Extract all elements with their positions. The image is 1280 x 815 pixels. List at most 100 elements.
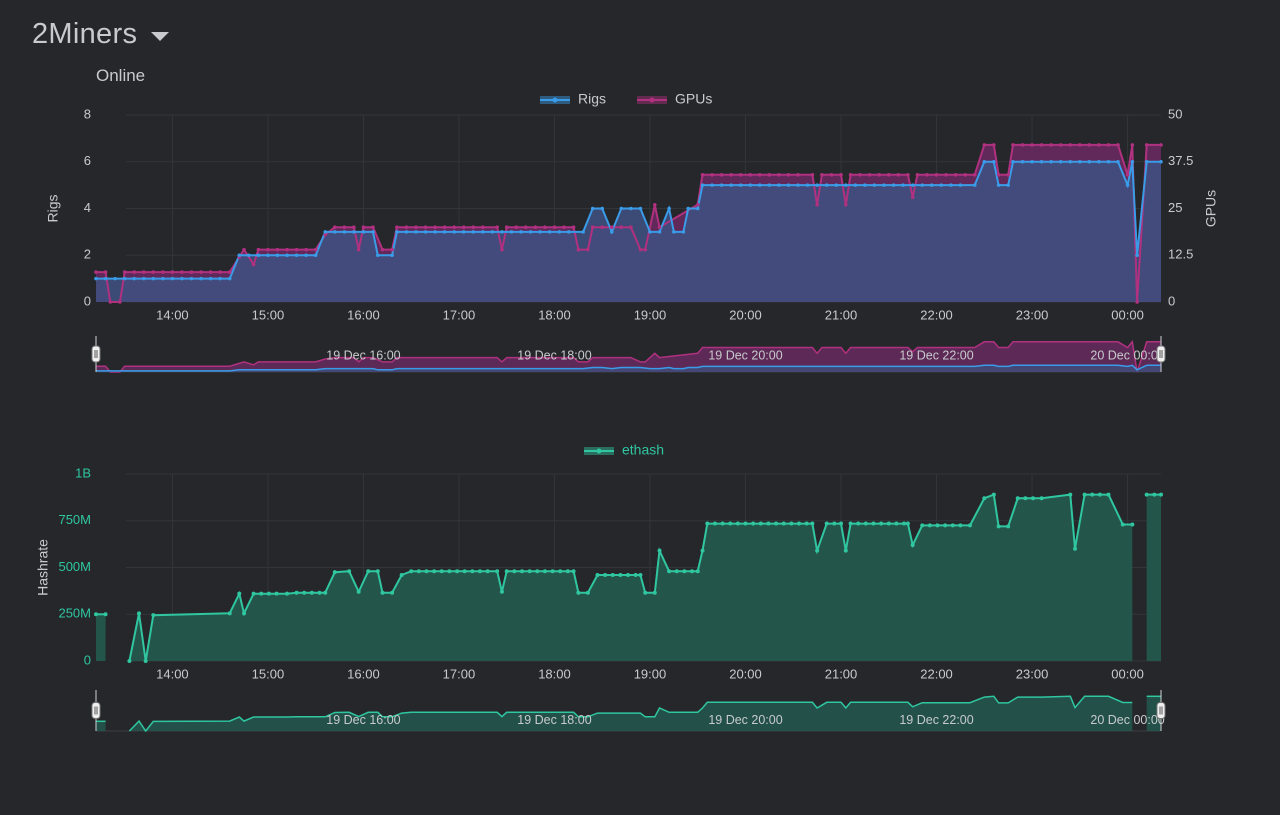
ethash-point[interactable]	[667, 569, 672, 574]
gpus-point[interactable]	[481, 225, 485, 229]
gpus-point[interactable]	[839, 173, 843, 177]
rigs-point[interactable]	[170, 276, 175, 281]
rigs-point[interactable]	[853, 183, 858, 187]
gpus-point[interactable]	[925, 173, 929, 177]
rigs-point[interactable]	[667, 206, 671, 211]
gpus-point[interactable]	[151, 270, 156, 274]
rigs-point[interactable]	[266, 253, 270, 258]
gpus-point[interactable]	[504, 225, 509, 229]
gpus-point[interactable]	[380, 247, 385, 252]
gpus-point[interactable]	[543, 225, 547, 229]
gpus-point[interactable]	[748, 173, 753, 177]
rigs-point[interactable]	[151, 276, 156, 281]
gpus-point[interactable]	[638, 247, 643, 252]
ethash-point[interactable]	[958, 523, 963, 528]
gpus-point[interactable]	[227, 270, 232, 274]
gpus-point[interactable]	[1159, 143, 1163, 147]
rigs-point[interactable]	[304, 253, 308, 258]
rigs-point[interactable]	[796, 183, 800, 187]
gpus-point[interactable]	[820, 173, 824, 177]
ethash-point[interactable]	[542, 569, 547, 574]
gpus-point[interactable]	[390, 247, 394, 252]
rigs-point[interactable]	[882, 183, 886, 187]
gpus-point[interactable]	[629, 225, 633, 229]
gpus-point[interactable]	[371, 225, 375, 229]
ethash-point[interactable]	[309, 590, 314, 595]
rigs-point[interactable]	[557, 230, 562, 234]
gpus-point[interactable]	[242, 247, 246, 252]
ethash-point[interactable]	[424, 569, 429, 574]
ethash-point[interactable]	[902, 521, 907, 526]
ethash-point[interactable]	[796, 521, 801, 526]
gpus-point[interactable]	[1144, 143, 1149, 147]
ethash-point[interactable]	[720, 521, 725, 526]
ethash-point[interactable]	[143, 659, 148, 663]
ethash-point[interactable]	[863, 521, 868, 526]
ethash-point[interactable]	[751, 521, 756, 526]
gpus-point[interactable]	[189, 270, 194, 274]
ethash-point[interactable]	[910, 543, 915, 548]
gpus-point[interactable]	[342, 225, 347, 229]
rigs-point[interactable]	[313, 253, 318, 258]
ethash-point[interactable]	[1090, 492, 1095, 497]
gpus-point[interactable]	[161, 270, 165, 274]
gpus-point[interactable]	[495, 225, 499, 229]
gpus-point[interactable]	[906, 173, 910, 177]
range-navigator[interactable]: 19 Dec 16:00 19 Dec 18:00 19 Dec 20:00 19 D…	[91, 336, 1166, 373]
rigs-point[interactable]	[227, 276, 232, 281]
gpus-point[interactable]	[1058, 143, 1063, 147]
gpus-point[interactable]	[1125, 173, 1130, 177]
gpus-point[interactable]	[266, 247, 270, 252]
gpus-point[interactable]	[471, 225, 476, 229]
rigs-point[interactable]	[600, 206, 605, 211]
ethash-point[interactable]	[633, 572, 638, 577]
rigs-point[interactable]	[141, 276, 146, 281]
ethash-point[interactable]	[781, 521, 786, 526]
ethash-point[interactable]	[804, 521, 809, 526]
rigs-point[interactable]	[180, 276, 184, 281]
rigs-point[interactable]	[1068, 159, 1073, 164]
ethash-point[interactable]	[943, 523, 948, 528]
rigs-point[interactable]	[843, 183, 848, 187]
gpus-point[interactable]	[767, 173, 772, 177]
gpus-point[interactable]	[867, 173, 872, 177]
rigs-point[interactable]	[748, 183, 753, 187]
navigator-handle-left[interactable]	[91, 336, 101, 372]
ethash-point[interactable]	[294, 590, 299, 595]
ethash-point[interactable]	[302, 590, 307, 595]
gpus-point[interactable]	[122, 270, 127, 274]
rigs-point[interactable]	[1144, 159, 1149, 164]
gpus-point[interactable]	[218, 270, 222, 274]
gpus-point[interactable]	[552, 225, 557, 229]
gpus-point[interactable]	[533, 225, 538, 229]
ethash-point[interactable]	[127, 659, 132, 663]
rigs-point[interactable]	[342, 230, 347, 234]
rigs-point[interactable]	[786, 183, 791, 187]
ethash-point[interactable]	[565, 569, 570, 574]
ethash-point[interactable]	[285, 591, 290, 596]
ethash-point[interactable]	[136, 611, 141, 616]
ethash-point[interactable]	[610, 572, 615, 577]
ethash-point[interactable]	[643, 590, 648, 595]
gpus-point[interactable]	[586, 247, 590, 252]
ethash-point[interactable]	[237, 591, 242, 596]
gpus-point[interactable]	[256, 247, 261, 252]
ethash-point[interactable]	[832, 521, 837, 526]
ethash-point[interactable]	[1015, 496, 1020, 501]
rigs-point[interactable]	[361, 230, 366, 234]
gpus-point[interactable]	[1130, 143, 1135, 147]
gpus-point[interactable]	[404, 225, 409, 229]
ethash-point[interactable]	[1073, 546, 1078, 551]
gpus-point[interactable]	[414, 225, 418, 229]
navigator-handle-left[interactable]	[91, 690, 101, 731]
rigs-point[interactable]	[657, 230, 662, 234]
rigs-point[interactable]	[490, 230, 495, 234]
ethash-point[interactable]	[409, 569, 414, 574]
rigs-point[interactable]	[1006, 183, 1010, 187]
rigs-point[interactable]	[992, 159, 996, 164]
gpus-point[interactable]	[433, 225, 437, 229]
ethash-point[interactable]	[690, 569, 695, 574]
rigs-point[interactable]	[332, 230, 337, 234]
rigs-point[interactable]	[375, 253, 380, 258]
ethash-point[interactable]	[595, 572, 600, 577]
